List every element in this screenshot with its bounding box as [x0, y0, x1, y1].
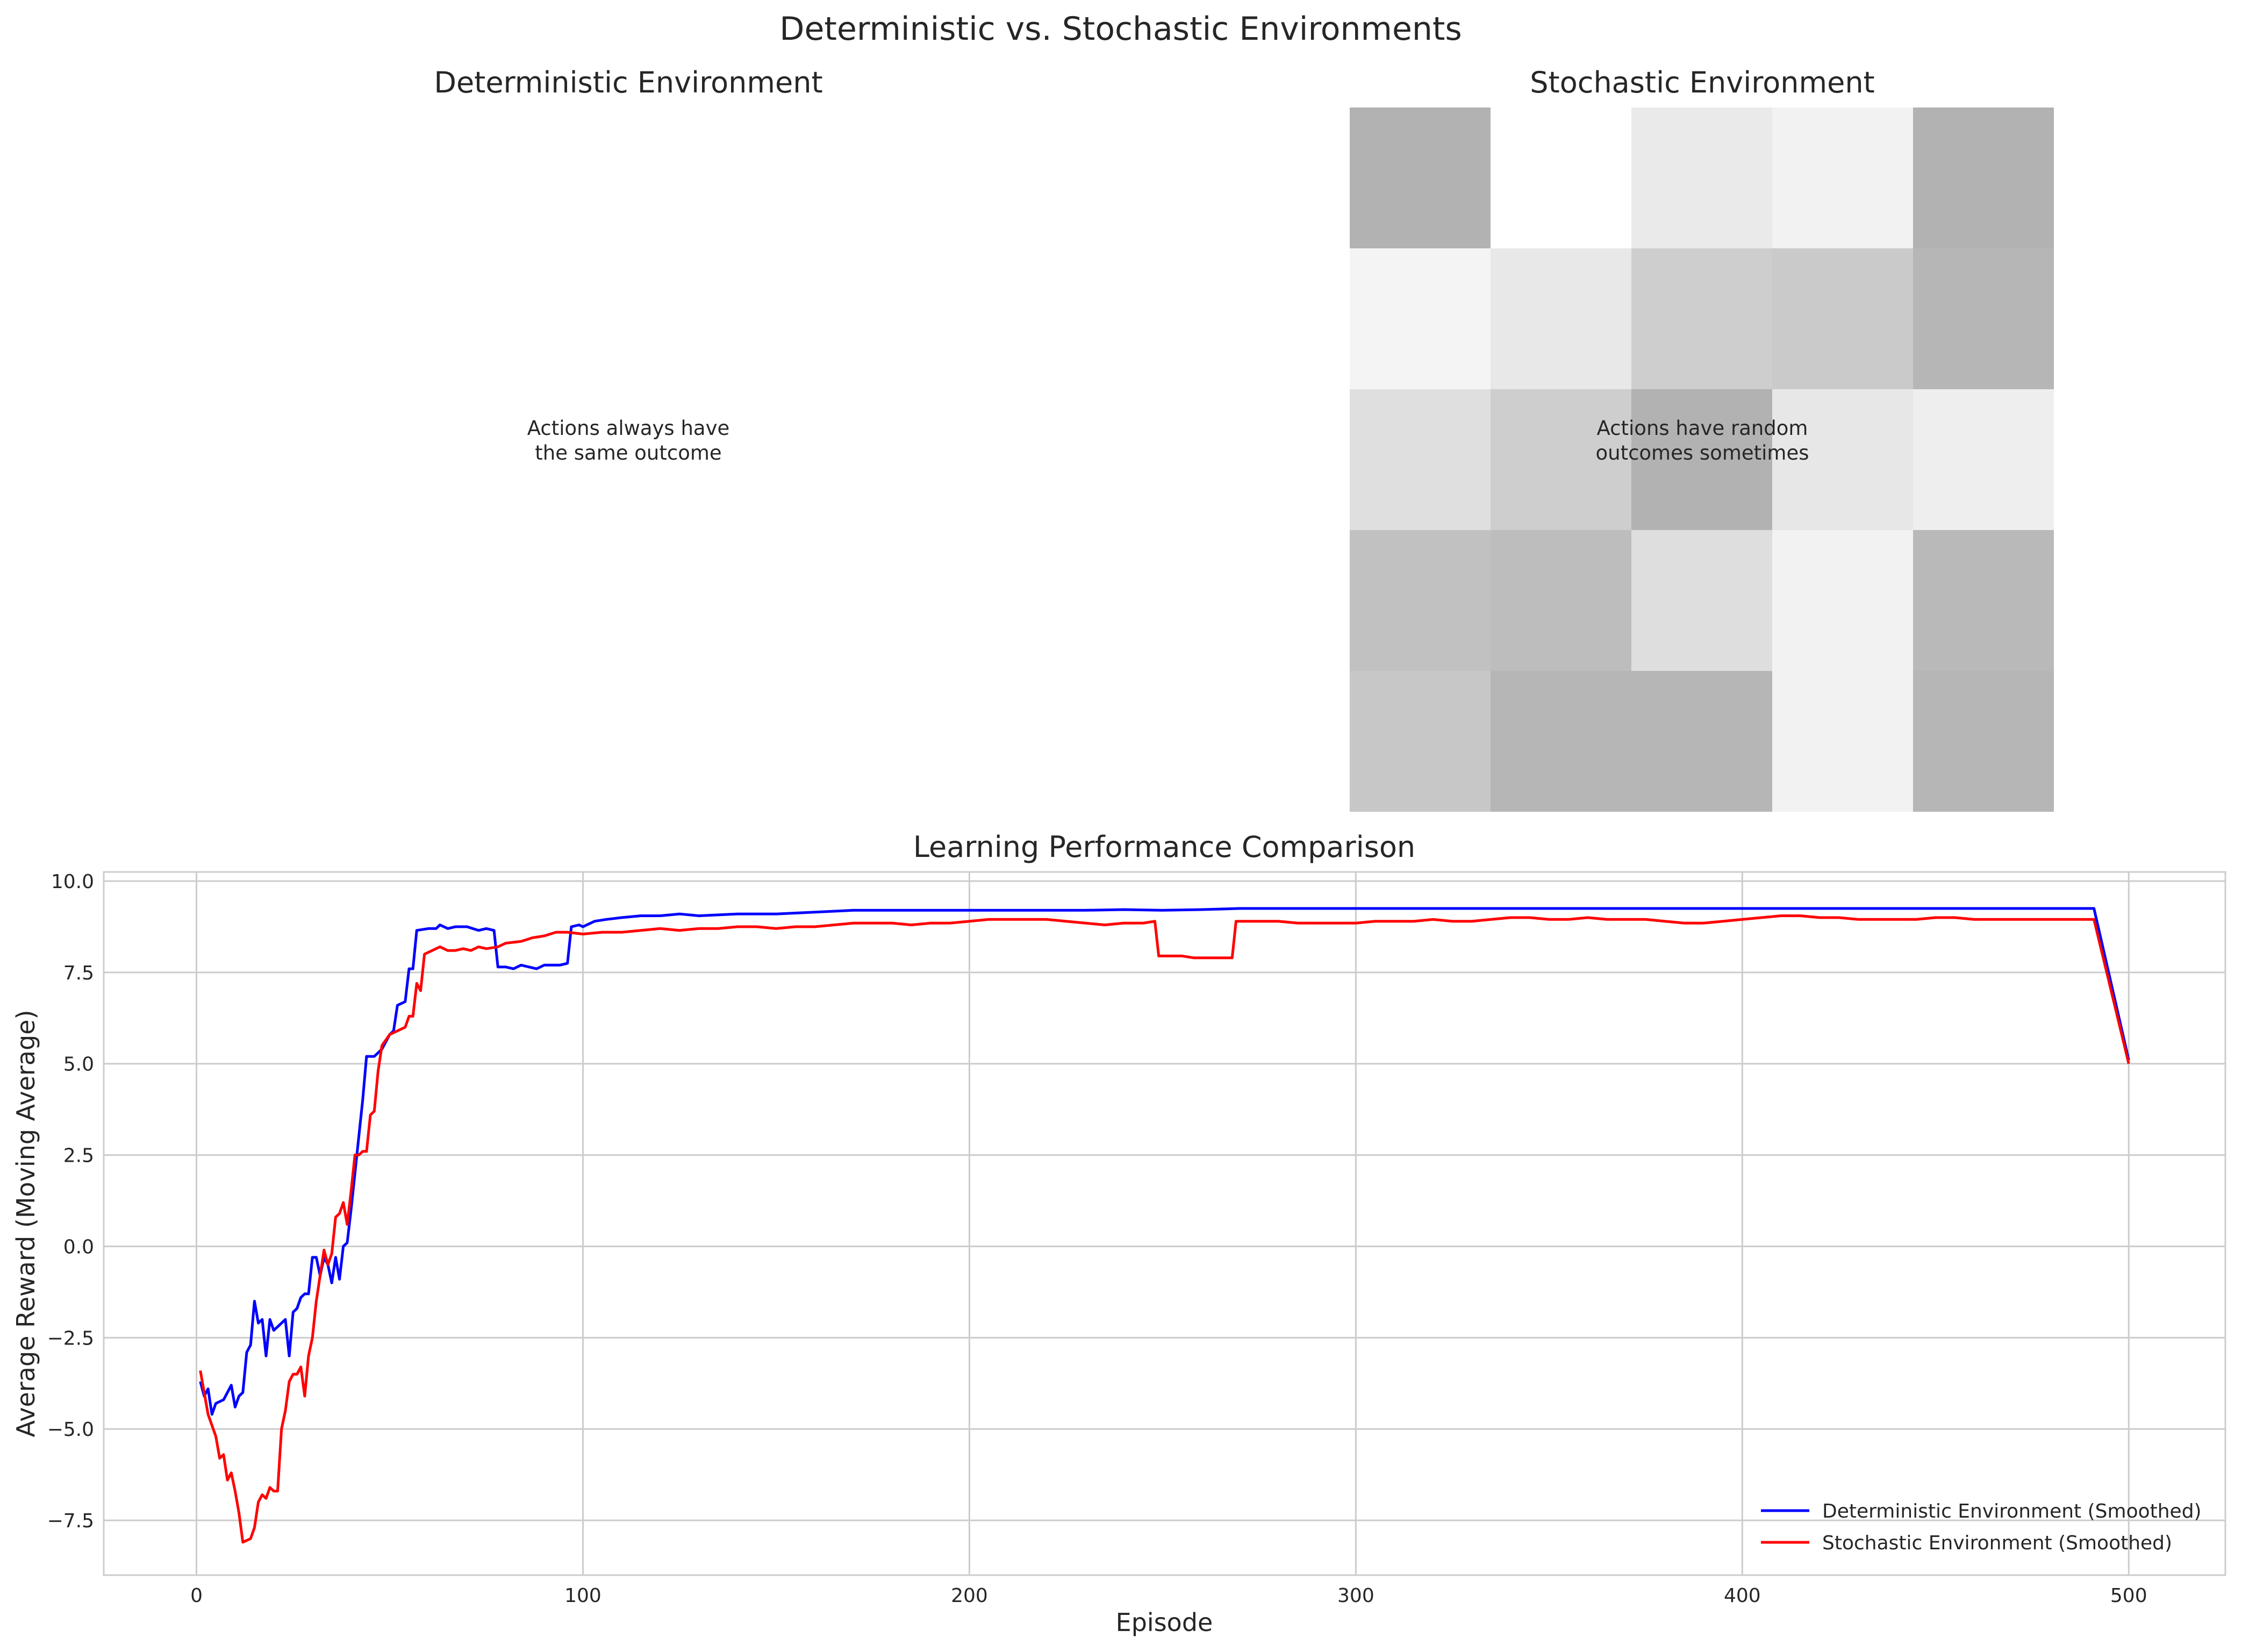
line-chart-plot-frame [103, 871, 2226, 1576]
heatmap-cell-r1-c2 [1631, 248, 1772, 389]
heatmap-cell-r4-c1 [1491, 671, 1631, 812]
y-tick-label: 7.5 [63, 962, 94, 984]
line-chart-series [199, 907, 2130, 1544]
heatmap-cell-r4-c3 [1772, 671, 1913, 812]
y-tick-label: 10.0 [51, 871, 94, 893]
heatmap-cell-r1-c4 [1913, 248, 2054, 389]
heatmap-cell-r0-c0 [1350, 108, 1491, 248]
legend-label-deterministic: Deterministic Environment (Smoothed) [1822, 1500, 2202, 1522]
heatmap-cell-r4-c2 [1631, 671, 1772, 812]
deterministic-panel-title: Deterministic Environment [434, 66, 822, 99]
heatmap-cell-r0-c3 [1772, 108, 1913, 248]
deterministic-annotation-line1: Actions always have [527, 417, 730, 440]
heatmap-cell-r4-c0 [1350, 671, 1491, 812]
legend-label-stochastic: Stochastic Environment (Smoothed) [1822, 1532, 2172, 1554]
stochastic-annotation-line1: Actions have random [1597, 417, 1808, 440]
heatmap-cell-r3-c2 [1631, 530, 1772, 671]
heatmap-cell-r1-c1 [1491, 248, 1631, 389]
heatmap-cell-r2-c2 [1631, 389, 1772, 530]
legend: Deterministic Environment (Smoothed) Sto… [1761, 1500, 2202, 1554]
heatmap-cell-r2-c3 [1772, 389, 1913, 530]
line-chart-gridlines [104, 872, 2225, 1575]
stochastic-panel: Stochastic Environment Actions have rand… [1350, 66, 2054, 812]
heatmap-cell-r4-c4 [1913, 671, 2054, 812]
x-tick-label: 500 [2110, 1585, 2147, 1607]
heatmap-cell-r2-c1 [1491, 389, 1631, 530]
y-tick-labels: −7.5 −5.0 −2.5 0.0 2.5 5.0 7.5 10.0 [47, 871, 94, 1532]
heatmap-cell-r3-c0 [1350, 530, 1491, 671]
y-tick-label: 2.5 [63, 1145, 94, 1167]
stochastic-series-line [199, 914, 2130, 1544]
figure-suptitle: Deterministic vs. Stochastic Environment… [779, 10, 1462, 48]
y-tick-label: −2.5 [47, 1327, 94, 1349]
x-tick-label: 0 [190, 1585, 203, 1607]
heatmap-cell-r1-c3 [1772, 248, 1913, 389]
y-tick-label: −5.0 [47, 1419, 94, 1441]
heatmap-cell-r3-c4 [1913, 530, 2054, 671]
y-axis-label: Average Reward (Moving Average) [11, 1010, 40, 1437]
x-tick-labels: 0 100 200 300 400 500 [190, 1585, 2147, 1607]
x-axis-label: Episode [1116, 1608, 1213, 1637]
deterministic-series-line [199, 907, 2130, 1416]
y-tick-label: 0.0 [63, 1236, 94, 1258]
x-tick-label: 200 [951, 1585, 988, 1607]
heatmap-cell-r3-c3 [1772, 530, 1913, 671]
x-tick-label: 400 [1724, 1585, 1761, 1607]
heatmap-cell-r2-c0 [1350, 389, 1491, 530]
heatmap-cell-r1-c0 [1350, 248, 1491, 389]
heatmap-cell-r3-c1 [1491, 530, 1631, 671]
y-tick-label: −7.5 [47, 1510, 94, 1532]
heatmap-cell-r2-c4 [1913, 389, 2054, 530]
stochastic-panel-title: Stochastic Environment [1530, 66, 1874, 99]
deterministic-panel: Deterministic Environment Actions always… [434, 66, 822, 464]
heatmap-cell-r0-c1 [1491, 108, 1631, 248]
stochastic-annotation-line2: outcomes sometimes [1595, 441, 1809, 464]
x-tick-label: 300 [1337, 1585, 1374, 1607]
x-tick-label: 100 [564, 1585, 601, 1607]
heatmap-cell-r0-c2 [1631, 108, 1772, 248]
heatmap-cell-r0-c4 [1913, 108, 2054, 248]
line-chart-title: Learning Performance Comparison [913, 830, 1415, 864]
heatmap-grid [1350, 108, 2054, 812]
learning-performance-chart: Learning Performance Comparison 0 100 200 3… [11, 830, 2226, 1637]
deterministic-annotation-line2: the same outcome [535, 441, 721, 464]
y-tick-label: 5.0 [63, 1054, 94, 1076]
